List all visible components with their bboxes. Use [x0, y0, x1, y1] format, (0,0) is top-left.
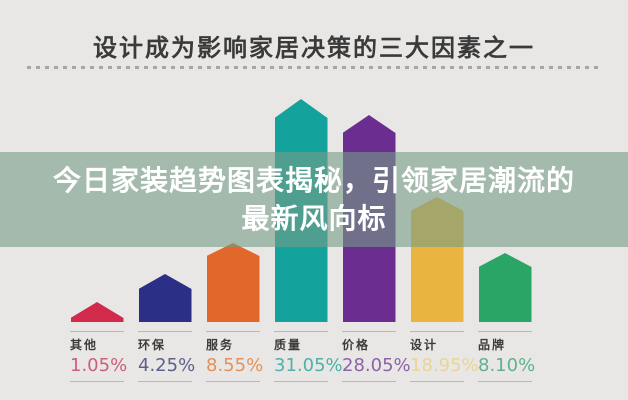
- label-block: 其他 1.05%: [70, 331, 128, 382]
- category-label: 质量: [274, 338, 303, 352]
- chart-column: 品牌 8.10%: [478, 90, 536, 382]
- percent-value: 8.10%: [478, 355, 536, 376]
- label-block: 质量 31.05%: [274, 331, 343, 382]
- label-block: 设计 18.95%: [410, 331, 479, 382]
- category-label: 设计: [410, 338, 439, 352]
- chart-column: 服务 8.55%: [206, 90, 264, 382]
- label-block: 环保 4.25%: [138, 331, 196, 382]
- category-label: 服务: [206, 338, 235, 352]
- house-bar: [70, 302, 124, 322]
- bar-zone: [70, 90, 124, 322]
- page-title: 设计成为影响家居决策的三大因素之一: [93, 34, 535, 62]
- category-label: 价格: [342, 338, 371, 352]
- chart-column: 环保 4.25%: [138, 90, 196, 382]
- headline-overlay: 今日家装趋势图表揭秘，引领家居潮流的 最新风向标: [0, 152, 628, 247]
- house-bar: [478, 253, 532, 322]
- house-bar: [206, 243, 260, 322]
- bar-zone: [206, 90, 260, 322]
- house-bar: [138, 274, 192, 322]
- category-label: 其他: [70, 338, 99, 352]
- percent-value: 31.05%: [274, 355, 343, 376]
- bar-chart: 其他 1.05% 环保 4.25% 服务 8.55% 质量 31.05% 价格 28.05% 设计 1…: [70, 90, 536, 382]
- label-block: 品牌 8.10%: [478, 331, 536, 382]
- category-label: 环保: [138, 338, 167, 352]
- headline-line-2: 最新风向标: [241, 201, 387, 235]
- category-label: 品牌: [478, 338, 507, 352]
- label-block: 服务 8.55%: [206, 331, 264, 382]
- percent-value: 4.25%: [138, 355, 196, 376]
- label-block: 价格 28.05%: [342, 331, 411, 382]
- percent-value: 28.05%: [342, 355, 411, 376]
- percent-value: 1.05%: [70, 355, 128, 376]
- bar-zone: [478, 90, 532, 322]
- chart-column: 其他 1.05%: [70, 90, 128, 382]
- bar-zone: [138, 90, 192, 322]
- headline-line-1: 今日家装趋势图表揭秘，引领家居潮流的: [52, 163, 575, 197]
- dotted-separator: [27, 66, 599, 69]
- percent-value: 8.55%: [206, 355, 264, 376]
- percent-value: 18.95%: [410, 355, 479, 376]
